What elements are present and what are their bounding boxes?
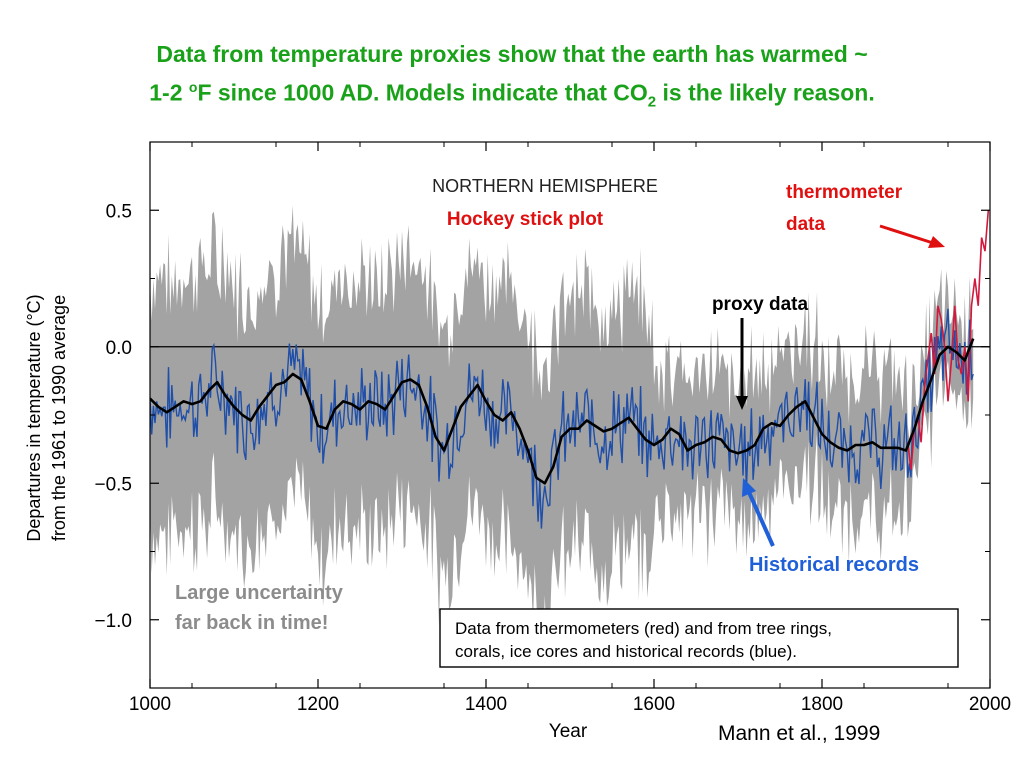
historical-arrow: [742, 478, 775, 547]
thermometer-layer: [906, 210, 990, 470]
x-tick-label: 1800: [801, 694, 843, 715]
hockey-stick-label: Hockey stick plot: [447, 209, 604, 230]
x-axis-label: Year: [549, 721, 588, 742]
x-tick-label: 1000: [129, 694, 171, 715]
historical-records-label: Historical records: [749, 554, 919, 576]
x-tick-label: 2000: [969, 694, 1011, 715]
thermometer-label-line-1: thermometer: [786, 182, 903, 203]
y-tick-label: 0.0: [106, 338, 132, 359]
x-tick-label: 1200: [297, 694, 339, 715]
y-axis-label-line-2: from the 1961 to 1990 average: [49, 295, 69, 541]
uncertainty-label-line-2: far back in time!: [175, 612, 328, 634]
citation: Mann et al., 1999: [718, 722, 881, 745]
thermometer-line: [906, 210, 990, 470]
headline-line-2-start: 1-2: [149, 79, 189, 106]
headline-line-2: 1-2 oF since 1000 AD. Models indicate th…: [0, 71, 1024, 118]
headline-line-2-end: is the likely reason.: [656, 79, 875, 106]
data-source-box: Data from thermometers (red) and from tr…: [439, 608, 959, 668]
headline-line-1: Data from temperature proxies show that …: [156, 41, 868, 67]
headline: Data from temperature proxies show that …: [0, 38, 1024, 118]
thermometer-arrow: [879, 224, 945, 248]
chart-title: NORTHERN HEMISPHERE: [432, 176, 658, 196]
y-tick-label: −1.0: [94, 611, 132, 632]
proxy-annual-layer: [150, 308, 974, 529]
x-tick-label: 1400: [465, 694, 507, 715]
proxy-annual-line: [150, 308, 974, 529]
smoothed-proxy-line: [150, 338, 975, 485]
proxy-arrow: [736, 318, 748, 410]
axes-layer: 1000 1200 1400 1600 1800 2000 0.5 0.0 −0.5 −1.0: [94, 141, 1011, 715]
proxy-data-label: proxy data: [712, 294, 809, 315]
smoothed-layer: [150, 338, 975, 485]
degree-superscript: o: [188, 79, 198, 95]
y-axis-label-line-1: Departures in temperature (°C): [24, 294, 44, 541]
y-tick-label: −0.5: [94, 474, 132, 495]
x-tick-label: 1600: [633, 694, 675, 715]
co2-subscript: 2: [647, 93, 657, 111]
headline-line-2-mid: F since 1000 AD. Models indicate that CO: [197, 79, 648, 106]
thermometer-label-line-2: data: [786, 214, 826, 235]
y-tick-label: 0.5: [106, 201, 132, 222]
data-source-line-2: corals, ice cores and historical records…: [455, 642, 797, 661]
data-source-line-1: Data from thermometers (red) and from tr…: [455, 619, 832, 638]
uncertainty-label-line-1: Large uncertainty: [175, 582, 344, 604]
